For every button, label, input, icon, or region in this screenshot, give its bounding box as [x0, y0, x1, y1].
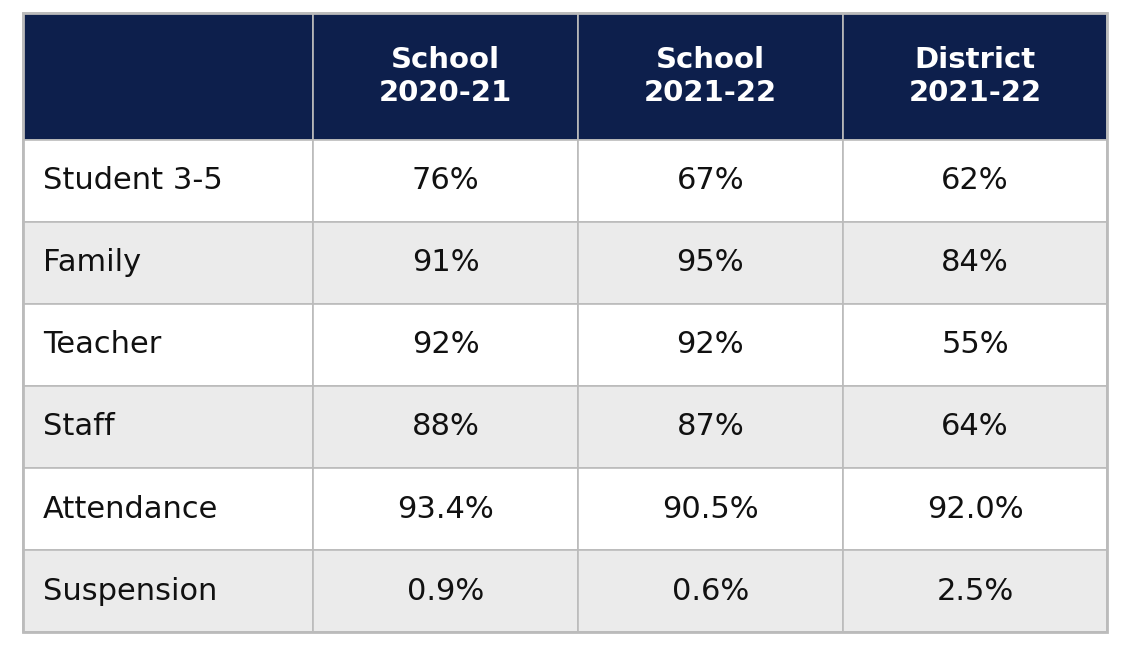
Text: 95%: 95%: [677, 248, 745, 277]
Bar: [313, 550, 579, 632]
Bar: [313, 304, 579, 386]
Bar: [313, 140, 579, 222]
Bar: [313, 13, 579, 140]
Text: 76%: 76%: [411, 166, 479, 195]
Text: Student 3-5: Student 3-5: [43, 166, 223, 195]
Bar: [579, 222, 843, 304]
Bar: [23, 386, 313, 468]
Text: 84%: 84%: [941, 248, 1009, 277]
Text: 64%: 64%: [941, 413, 1009, 441]
Bar: [579, 386, 843, 468]
Text: 87%: 87%: [677, 413, 745, 441]
Text: School: School: [655, 46, 765, 74]
Bar: [843, 304, 1107, 386]
Bar: [579, 140, 843, 222]
Text: 92%: 92%: [411, 330, 479, 359]
Text: Teacher: Teacher: [43, 330, 162, 359]
Bar: [23, 222, 313, 304]
Text: 92.0%: 92.0%: [927, 495, 1024, 524]
Text: 2.5%: 2.5%: [937, 577, 1014, 606]
Bar: [23, 304, 313, 386]
Bar: [579, 13, 843, 140]
Text: Family: Family: [43, 248, 141, 277]
Text: 92%: 92%: [677, 330, 745, 359]
Text: 0.9%: 0.9%: [407, 577, 485, 606]
Bar: [313, 386, 579, 468]
Bar: [843, 550, 1107, 632]
Bar: [579, 550, 843, 632]
Text: 2021-22: 2021-22: [909, 79, 1042, 107]
Bar: [23, 468, 313, 550]
Bar: [313, 222, 579, 304]
Text: 90.5%: 90.5%: [662, 495, 758, 524]
Text: 67%: 67%: [677, 166, 745, 195]
Text: 91%: 91%: [411, 248, 479, 277]
Bar: [843, 222, 1107, 304]
Text: 88%: 88%: [411, 413, 479, 441]
Bar: [843, 386, 1107, 468]
Bar: [843, 13, 1107, 140]
Bar: [23, 550, 313, 632]
Text: 62%: 62%: [941, 166, 1009, 195]
Text: Attendance: Attendance: [43, 495, 218, 524]
Text: 55%: 55%: [941, 330, 1009, 359]
Text: Suspension: Suspension: [43, 577, 217, 606]
Bar: [313, 468, 579, 550]
Bar: [843, 468, 1107, 550]
Text: 2021-22: 2021-22: [644, 79, 777, 107]
Bar: [843, 140, 1107, 222]
Bar: [23, 140, 313, 222]
Text: 93.4%: 93.4%: [398, 495, 494, 524]
Text: District: District: [914, 46, 1035, 74]
Bar: [579, 304, 843, 386]
Text: 2020-21: 2020-21: [379, 79, 512, 107]
Bar: [579, 468, 843, 550]
Text: School: School: [391, 46, 501, 74]
Bar: [23, 13, 313, 140]
Text: Staff: Staff: [43, 413, 114, 441]
Text: 0.6%: 0.6%: [671, 577, 749, 606]
